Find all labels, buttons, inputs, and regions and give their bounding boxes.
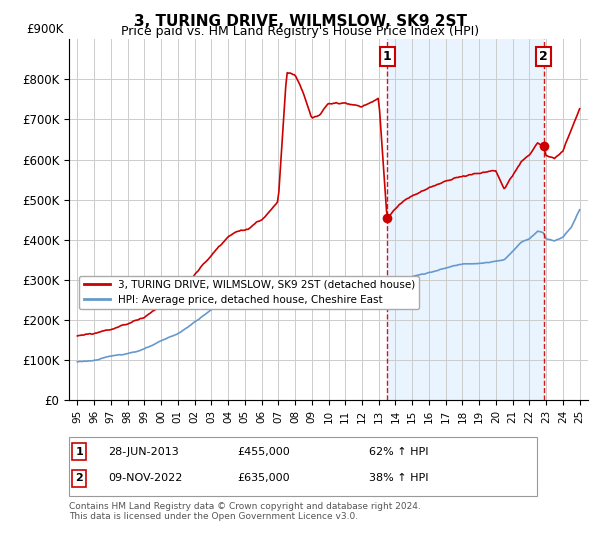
Text: 3, TURING DRIVE, WILMSLOW, SK9 2ST: 3, TURING DRIVE, WILMSLOW, SK9 2ST — [133, 14, 467, 29]
Text: £900K: £900K — [26, 22, 64, 36]
Text: 62% ↑ HPI: 62% ↑ HPI — [369, 446, 428, 456]
Text: 2: 2 — [76, 473, 83, 483]
Text: 2: 2 — [539, 50, 548, 63]
Bar — [387, 39, 544, 400]
Text: £635,000: £635,000 — [237, 473, 290, 483]
Text: Contains HM Land Registry data © Crown copyright and database right 2024.
This d: Contains HM Land Registry data © Crown c… — [69, 502, 421, 521]
Text: 09-NOV-2022: 09-NOV-2022 — [108, 473, 182, 483]
Text: 1: 1 — [76, 446, 83, 456]
Text: 1: 1 — [383, 50, 391, 63]
Legend: 3, TURING DRIVE, WILMSLOW, SK9 2ST (detached house), HPI: Average price, detache: 3, TURING DRIVE, WILMSLOW, SK9 2ST (deta… — [79, 276, 419, 309]
Text: £455,000: £455,000 — [237, 446, 290, 456]
Text: Price paid vs. HM Land Registry's House Price Index (HPI): Price paid vs. HM Land Registry's House … — [121, 25, 479, 38]
Text: 38% ↑ HPI: 38% ↑ HPI — [369, 473, 428, 483]
Text: 28-JUN-2013: 28-JUN-2013 — [108, 446, 179, 456]
